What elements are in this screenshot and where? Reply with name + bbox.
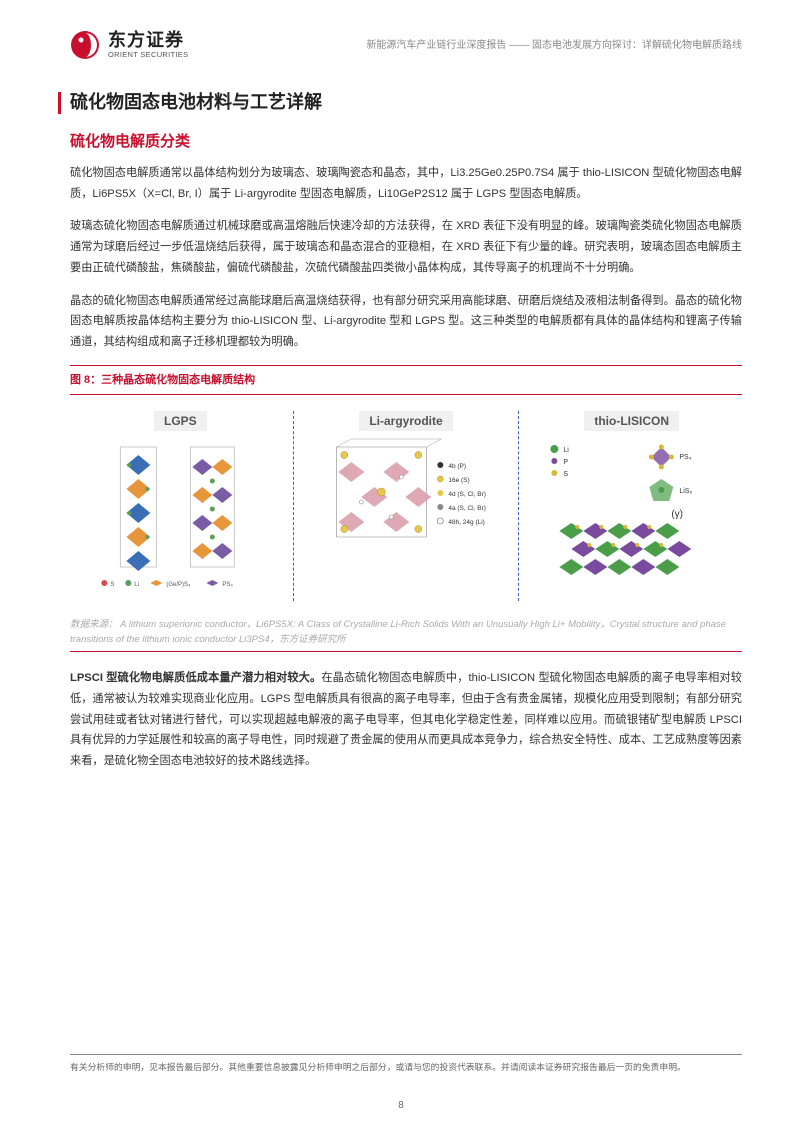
svg-text:4d (S, Cl, Br): 4d (S, Cl, Br) xyxy=(448,491,486,498)
svg-text:16e (S): 16e (S) xyxy=(448,477,469,484)
panel-label-argyrodite: Li-argyrodite xyxy=(359,411,452,431)
panel-label-thio: thio-LISICON xyxy=(584,411,679,431)
paragraph-1: 硫化物固态电解质通常以晶体结构划分为玻璃态、玻璃陶瓷态和晶态，其中，Li3.25… xyxy=(70,163,742,204)
svg-text:(Ge/P)S₄: (Ge/P)S₄ xyxy=(166,582,191,588)
footer: 有关分析师的申明，见本报告最后部分。其他重要信息披露见分析师申明之后部分，或请与… xyxy=(70,1054,742,1073)
thio-lisicon-structure-icon: Li P S PS₄ LiS₆ (γ) xyxy=(525,437,738,597)
svg-text:Li: Li xyxy=(564,447,570,454)
title-accent-bar xyxy=(58,92,61,114)
svg-text:4b (P): 4b (P) xyxy=(448,463,466,470)
paragraph-2: 玻璃态硫化物固态电解质通过机械球磨或高温熔融后快速冷却的方法获得，在 XRD 表… xyxy=(70,216,742,278)
svg-text:PS₄: PS₄ xyxy=(222,582,233,588)
paragraph-4: LPSCI 型硫化物电解质低成本量产潜力相对较大。在晶态硫化物固态电解质中，th… xyxy=(70,668,742,772)
section-title: 硫化物固态电池材料与工艺详解 xyxy=(70,88,742,114)
gamma-label: (γ) xyxy=(672,509,684,520)
footer-disclaimer: 有关分析师的申明，见本报告最后部分。其他重要信息披露见分析师申明之后部分，或请与… xyxy=(70,1060,742,1073)
panel-divider xyxy=(293,411,294,601)
logo-text-en: ORIENT SECURITIES xyxy=(108,51,188,59)
figure-caption-text: 图 8：三种晶态硫化物固态电解质结构 xyxy=(70,374,255,386)
subsection-title: 硫化物电解质分类 xyxy=(70,130,742,151)
para4-body: 在晶态硫化物固态电解质中，thio-LISICON 型硫化物固态电解质的离子电导… xyxy=(70,672,742,767)
svg-text:Li: Li xyxy=(134,582,139,588)
svg-text:S: S xyxy=(110,582,114,588)
panel-label-lgps: LGPS xyxy=(154,411,207,431)
svg-text:4a (S, Cl, Br): 4a (S, Cl, Br) xyxy=(448,505,486,512)
company-logo: 东方证券 ORIENT SECURITIES xyxy=(70,30,188,60)
figure-caption: 图 8：三种晶态硫化物固态电解质结构 xyxy=(70,365,742,395)
argyrodite-structure-icon: 4b (P) 16e (S) 4d (S, Cl, Br) 4a (S, Cl,… xyxy=(300,437,513,597)
figure-8: LGPS xyxy=(70,401,742,611)
svg-text:LiS₆: LiS₆ xyxy=(680,488,693,495)
logo-icon xyxy=(70,30,100,60)
panel-thio-lisicon: thio-LISICON Li P S PS₄ LiS₆ xyxy=(525,411,738,602)
logo-text-cn: 东方证券 xyxy=(108,31,188,51)
svg-text:P: P xyxy=(564,459,569,466)
panel-divider xyxy=(518,411,519,601)
svg-text:S: S xyxy=(564,471,569,478)
figure-source: 数据来源： A lithium superionic conductor，Li6… xyxy=(70,611,742,652)
page-number: 8 xyxy=(0,1100,802,1111)
panel-lgps: LGPS xyxy=(74,411,287,602)
lgps-structure-icon: S Li (Ge/P)S₄ PS₄ xyxy=(74,437,287,597)
page-header: 东方证券 ORIENT SECURITIES 新能源汽车产业链行业深度报告 ——… xyxy=(70,30,742,60)
svg-text:48h, 24g (Li): 48h, 24g (Li) xyxy=(448,519,485,526)
panel-argyrodite: Li-argyrodite xyxy=(300,411,513,602)
paragraph-3: 晶态的硫化物固态电解质通常经过高能球磨后高温烧结获得，也有部分研究采用高能球磨、… xyxy=(70,291,742,353)
svg-text:PS₄: PS₄ xyxy=(680,454,692,461)
report-title-line: 新能源汽车产业链行业深度报告 —— 固态电池发展方向探讨：详解硫化物电解质路线 xyxy=(366,30,742,51)
para4-lead-bold: LPSCI 型硫化物电解质低成本量产潜力相对较大。 xyxy=(70,672,321,684)
